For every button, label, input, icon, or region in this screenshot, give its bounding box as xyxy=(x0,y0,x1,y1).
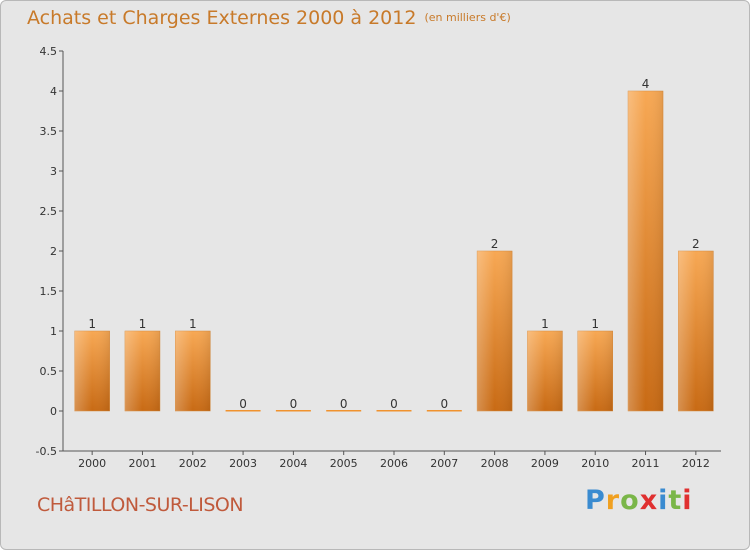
bar-shading xyxy=(628,91,664,411)
chart-bars xyxy=(74,90,714,412)
bar-value-label: 0 xyxy=(340,397,348,411)
bar-shading xyxy=(124,331,160,411)
logo-letter: i xyxy=(682,485,693,516)
logo-letter: r xyxy=(605,485,621,516)
logo-letter: x xyxy=(639,485,659,516)
x-tick-label: 2005 xyxy=(330,457,358,470)
bar-value-label: 0 xyxy=(290,397,298,411)
y-tick-label: 0.5 xyxy=(40,365,58,378)
x-tick-label: 2009 xyxy=(531,457,559,470)
x-tick-label: 2003 xyxy=(229,457,257,470)
chart-value-labels: 1 1 1 0 0 0 0 0 2 1 1 4 2 xyxy=(88,77,699,411)
x-tick-label: 2001 xyxy=(128,457,156,470)
bar-shading xyxy=(527,331,563,411)
x-tick-label: 2002 xyxy=(179,457,207,470)
bar-value-label: 0 xyxy=(239,397,247,411)
proxiti-logo[interactable]: Proxiti xyxy=(585,485,693,516)
y-tick-label: 3 xyxy=(50,165,57,178)
x-tick-label: 2011 xyxy=(632,457,660,470)
bar-value-label: 1 xyxy=(591,317,599,331)
bar[interactable] xyxy=(225,410,261,412)
bar[interactable] xyxy=(275,410,311,412)
bar-shading xyxy=(678,251,714,411)
logo-letter: o xyxy=(620,485,640,516)
y-tick-label: -0.5 xyxy=(36,445,57,458)
bar-value-label: 1 xyxy=(88,317,96,331)
x-tick-label: 2004 xyxy=(279,457,307,470)
x-tick-label: 2007 xyxy=(430,457,458,470)
bar-shading xyxy=(74,331,110,411)
bar-shading xyxy=(477,251,513,411)
bar[interactable] xyxy=(376,410,412,412)
logo-letter: i xyxy=(658,485,669,516)
bar-value-label: 4 xyxy=(642,77,650,91)
bar-value-label: 0 xyxy=(440,397,448,411)
bar-value-label: 1 xyxy=(189,317,197,331)
y-tick-label: 2 xyxy=(50,245,57,258)
bar[interactable] xyxy=(326,410,362,412)
x-tick-label: 2010 xyxy=(581,457,609,470)
y-tick-label: 0 xyxy=(50,405,57,418)
y-tick-label: 1.5 xyxy=(40,285,58,298)
chart-title-text: Achats et Charges Externes 2000 à 2012 xyxy=(27,7,417,29)
bar-value-label: 1 xyxy=(139,317,147,331)
bar-value-label: 2 xyxy=(692,237,700,251)
x-tick-label: 2000 xyxy=(78,457,106,470)
bar-value-label: 0 xyxy=(390,397,398,411)
y-tick-label: 4 xyxy=(50,85,57,98)
y-tick-label: 4.5 xyxy=(40,45,58,58)
chart-title: Achats et Charges Externes 2000 à 2012 (e… xyxy=(27,7,511,29)
y-tick-label: 2.5 xyxy=(40,205,58,218)
bar[interactable] xyxy=(426,410,462,412)
logo-letter: t xyxy=(668,485,683,516)
x-tick-label: 2012 xyxy=(682,457,710,470)
y-tick-label: 3.5 xyxy=(40,125,58,138)
logo-letter: P xyxy=(585,485,606,516)
bar-shading xyxy=(577,331,613,411)
chart-title-unit: (en milliers d'€) xyxy=(424,11,511,24)
bar-value-label: 1 xyxy=(541,317,549,331)
bar-shading xyxy=(175,331,211,411)
x-tick-label: 2008 xyxy=(481,457,509,470)
bar-value-label: 2 xyxy=(491,237,499,251)
y-tick-label: 1 xyxy=(50,325,57,338)
commune-name: CHâTILLON-SUR-LISON xyxy=(37,494,244,516)
x-tick-label: 2006 xyxy=(380,457,408,470)
